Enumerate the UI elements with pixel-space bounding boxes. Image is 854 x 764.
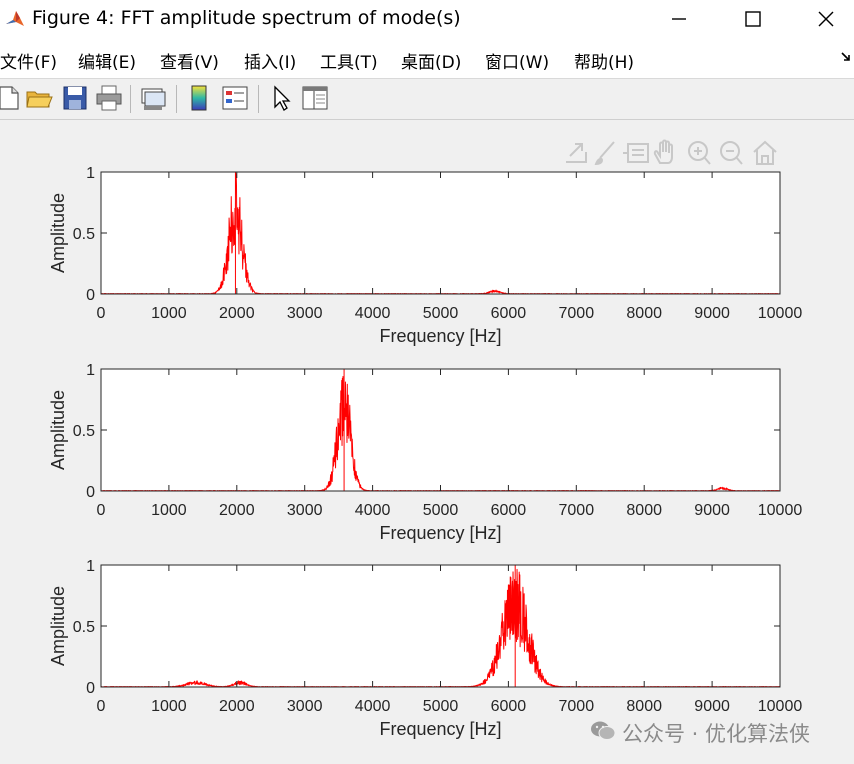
x-tick-label: 7000 (559, 502, 595, 519)
x-tick-label: 10000 (758, 502, 803, 519)
y-tick-label: 0.5 (73, 423, 95, 440)
zoom-out-icon[interactable] (720, 141, 743, 165)
open-file-icon[interactable] (24, 83, 54, 113)
x-tick-label: 0 (97, 305, 106, 322)
x-tick-label: 6000 (491, 698, 527, 715)
x-tick-label: 1000 (151, 502, 187, 519)
x-tick-label: 9000 (694, 305, 730, 322)
property-editor-icon[interactable] (300, 83, 330, 113)
menu-bar: 文件(F) 编辑(E) 查看(V) 插入(I) 工具(T) 桌面(D) 窗口(W… (0, 38, 854, 79)
menu-help[interactable]: 帮助(H) (574, 53, 635, 73)
x-axis-label: Frequency [Hz] (379, 719, 501, 739)
new-figure-icon[interactable] (0, 83, 24, 113)
x-tick-label: 2000 (219, 502, 255, 519)
x-tick-label: 1000 (151, 698, 187, 715)
x-tick-label: 9000 (694, 502, 730, 519)
x-tick-label: 0 (97, 502, 106, 519)
legend-icon[interactable] (220, 83, 250, 113)
x-tick-label: 0 (97, 698, 106, 715)
y-tick-label: 0.5 (73, 619, 95, 636)
x-tick-label: 3000 (287, 305, 323, 322)
y-tick-label: 0 (86, 484, 95, 501)
pan-icon[interactable] (653, 139, 673, 164)
home-icon[interactable] (753, 140, 777, 165)
wechat-icon (591, 721, 616, 740)
menu-insert[interactable]: 插入(I) (244, 53, 297, 73)
y-tick-label: 1 (86, 362, 95, 379)
x-tick-label: 4000 (355, 502, 391, 519)
x-tick-label: 10000 (758, 698, 803, 715)
x-tick-label: 10000 (758, 305, 803, 322)
x-tick-label: 5000 (423, 305, 459, 322)
figure-toolbar (0, 79, 854, 120)
x-tick-label: 8000 (626, 698, 662, 715)
x-tick-label: 7000 (559, 305, 595, 322)
link-plot-icon[interactable] (138, 83, 168, 113)
brush-icon[interactable] (594, 141, 615, 166)
x-tick-label: 4000 (355, 698, 391, 715)
window-title: Figure 4: FFT amplitude spectrum of mode… (32, 7, 461, 29)
x-tick-label: 2000 (219, 698, 255, 715)
save-icon[interactable] (60, 83, 90, 113)
x-tick-label: 5000 (423, 502, 459, 519)
axes-background (101, 369, 780, 491)
colorbar-icon[interactable] (184, 83, 214, 113)
watermark-text: 公众号 · 优化算法侠 (622, 722, 811, 746)
y-tick-label: 0 (86, 287, 95, 304)
subplot-1[interactable]: 0 1000 2000 3000 4000 5000 6000 7000 8000 9000 100… (0, 150, 854, 354)
close-button[interactable] (806, 4, 846, 34)
minimize-button[interactable] (658, 4, 698, 34)
pointer-icon[interactable] (266, 83, 296, 113)
x-tick-label: 9000 (694, 698, 730, 715)
toolbar-separator (130, 85, 131, 113)
x-axis-label: Frequency [Hz] (379, 523, 501, 543)
y-tick-label: 1 (86, 165, 95, 182)
x-tick-label: 7000 (559, 698, 595, 715)
dock-arrow-icon[interactable] (840, 50, 852, 64)
menu-desktop[interactable]: 桌面(D) (401, 53, 462, 73)
y-tick-label: 0.5 (73, 226, 95, 243)
zoom-in-icon[interactable] (688, 141, 711, 165)
maximize-button[interactable] (732, 4, 772, 34)
toolbar-separator (176, 85, 177, 113)
menu-tools[interactable]: 工具(T) (320, 53, 378, 73)
x-tick-label: 2000 (219, 305, 255, 322)
x-tick-label: 6000 (491, 502, 527, 519)
x-axis-label: Frequency [Hz] (379, 326, 501, 346)
x-tick-label: 3000 (287, 502, 323, 519)
x-tick-label: 8000 (626, 305, 662, 322)
title-bar: Figure 4: FFT amplitude spectrum of mode… (0, 0, 854, 38)
matlab-icon (4, 8, 26, 30)
x-tick-label: 6000 (491, 305, 527, 322)
menu-window[interactable]: 窗口(W) (485, 53, 550, 73)
y-axis-label: Amplitude (48, 390, 68, 470)
axes-background (101, 565, 780, 687)
x-tick-label: 4000 (355, 305, 391, 322)
y-axis-label: Amplitude (48, 586, 68, 666)
y-tick-label: 0 (86, 680, 95, 697)
x-tick-label: 1000 (151, 305, 187, 322)
menu-file[interactable]: 文件(F) (0, 53, 58, 73)
y-tick-label: 1 (86, 558, 95, 575)
axes-background (101, 172, 780, 294)
subplot-3[interactable]: 0 1000 2000 3000 4000 5000 6000 7000 8000 9000 100… (0, 543, 854, 747)
toolbar-separator (258, 85, 259, 113)
x-tick-label: 8000 (626, 502, 662, 519)
export-icon[interactable] (566, 143, 587, 163)
menu-view[interactable]: 查看(V) (160, 53, 219, 73)
y-axis-label: Amplitude (48, 193, 68, 273)
print-icon[interactable] (94, 83, 124, 113)
x-tick-label: 5000 (423, 698, 459, 715)
subplot-2[interactable]: 0 1000 2000 3000 4000 5000 6000 7000 8000 9000 100… (0, 347, 854, 551)
x-tick-label: 3000 (287, 698, 323, 715)
axes-toolbar (566, 139, 777, 166)
data-tips-icon[interactable] (623, 143, 649, 163)
menu-edit[interactable]: 编辑(E) (78, 53, 137, 73)
